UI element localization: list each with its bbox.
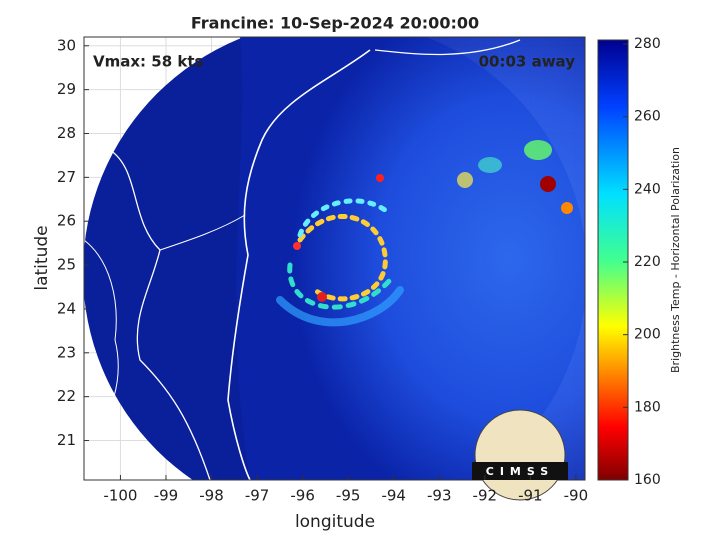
x-tick-label: -97 <box>245 487 270 505</box>
swath-ocean <box>236 37 585 480</box>
colorbar-tick-label: 240 <box>634 181 661 197</box>
logo-text: CIMSS <box>486 465 554 478</box>
x-tick-label: -99 <box>154 487 179 505</box>
colorbar-tick-label: 220 <box>634 254 661 270</box>
x-tick-label: -91 <box>518 487 543 505</box>
y-tick-label: 30 <box>57 36 76 54</box>
map-image <box>84 37 585 480</box>
x-tick-label: -92 <box>473 487 498 505</box>
x-axis-label: longitude <box>295 512 375 532</box>
logo: CIMSS <box>472 409 568 501</box>
x-tick-label: -100 <box>103 487 137 505</box>
y-tick-label: 26 <box>57 212 76 230</box>
x-tick-label: -95 <box>336 487 361 505</box>
colorbar-tick-label: 180 <box>634 399 661 415</box>
storm-bands <box>276 198 404 327</box>
x-tick-label: -94 <box>381 487 406 505</box>
colorbar <box>597 39 629 481</box>
annotation: Vmax: 58 kts <box>93 53 203 71</box>
y-tick-label: 28 <box>57 124 76 142</box>
y-axis-label: latitude <box>32 225 52 290</box>
y-tick-label: 22 <box>57 387 76 405</box>
colorbar-label: Brightness Temp - Horizontal Polarizatio… <box>669 147 682 373</box>
y-tick-label: 27 <box>57 168 76 186</box>
x-tick-label: -90 <box>564 487 589 505</box>
colorbar-tick-label: 280 <box>634 36 661 52</box>
colorbar-tick-label: 160 <box>634 472 661 488</box>
y-tick-label: 25 <box>57 256 76 274</box>
y-tick-label: 21 <box>57 431 76 449</box>
plot-frame <box>83 36 586 481</box>
colorbar-tick-label: 260 <box>634 109 661 125</box>
x-tick-label: -98 <box>199 487 224 505</box>
x-tick-label: -96 <box>290 487 315 505</box>
annotation: 00:03 away <box>479 53 576 71</box>
y-tick-label: 24 <box>57 299 76 317</box>
y-tick-label: 29 <box>57 80 76 98</box>
y-tick-label: 23 <box>57 343 76 361</box>
chart-title: Francine: 10-Sep-2024 20:00:00 <box>191 14 479 33</box>
x-tick-label: -93 <box>427 487 452 505</box>
colorbar-tick-label: 200 <box>634 327 661 343</box>
